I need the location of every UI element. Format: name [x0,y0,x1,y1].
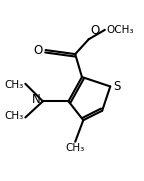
Text: CH₃: CH₃ [4,111,23,121]
Text: S: S [114,80,121,93]
Text: O: O [33,44,42,56]
Text: O: O [90,24,99,37]
Text: CH₃: CH₃ [66,143,85,153]
Text: OCH₃: OCH₃ [106,25,134,35]
Text: CH₃: CH₃ [4,80,23,90]
Text: N: N [31,93,40,106]
